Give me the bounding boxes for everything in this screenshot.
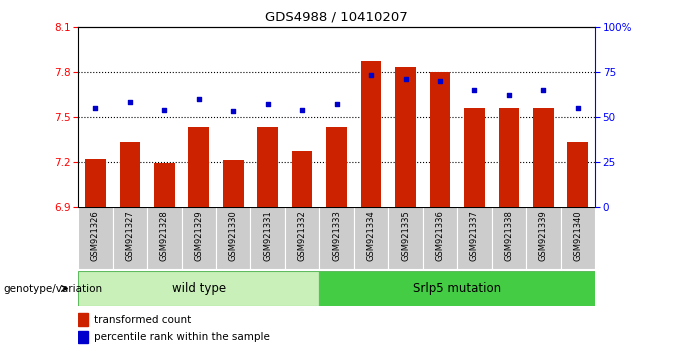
Bar xyxy=(78,271,320,306)
Bar xyxy=(78,331,88,343)
Bar xyxy=(250,207,285,269)
Bar xyxy=(360,61,381,207)
Point xyxy=(400,76,411,82)
Text: GSM921331: GSM921331 xyxy=(263,210,272,261)
Text: GSM921328: GSM921328 xyxy=(160,210,169,261)
Point xyxy=(262,101,273,107)
Point xyxy=(573,105,583,110)
Bar xyxy=(326,127,347,207)
Bar xyxy=(560,207,595,269)
Bar xyxy=(188,127,209,207)
Bar xyxy=(526,207,560,269)
Text: percentile rank within the sample: percentile rank within the sample xyxy=(94,332,269,342)
Point xyxy=(469,87,480,93)
Bar xyxy=(498,108,520,207)
Bar xyxy=(423,207,457,269)
Point xyxy=(296,107,307,113)
Point xyxy=(503,92,514,98)
Text: transformed count: transformed count xyxy=(94,315,191,325)
Text: GSM921327: GSM921327 xyxy=(125,210,135,261)
Text: GSM921336: GSM921336 xyxy=(435,210,445,261)
Bar xyxy=(113,207,147,269)
Text: GSM921333: GSM921333 xyxy=(332,210,341,261)
Bar xyxy=(257,127,278,207)
Text: genotype/variation: genotype/variation xyxy=(3,284,103,293)
Point xyxy=(124,99,135,105)
Bar xyxy=(395,67,416,207)
Bar xyxy=(216,207,250,269)
Bar xyxy=(292,152,313,207)
Text: Srlp5 mutation: Srlp5 mutation xyxy=(413,282,501,295)
Bar xyxy=(85,159,106,207)
Text: GSM921329: GSM921329 xyxy=(194,210,203,261)
Bar xyxy=(223,160,243,207)
Bar xyxy=(285,207,320,269)
Bar xyxy=(154,164,175,207)
Point xyxy=(159,107,170,113)
Point xyxy=(331,101,342,107)
Text: wild type: wild type xyxy=(172,282,226,295)
Bar xyxy=(182,207,216,269)
Bar xyxy=(320,271,595,306)
Point xyxy=(193,96,204,102)
Bar xyxy=(533,108,554,207)
Text: GSM921335: GSM921335 xyxy=(401,210,410,261)
Bar xyxy=(320,207,354,269)
Text: GSM921326: GSM921326 xyxy=(91,210,100,261)
Bar xyxy=(457,207,492,269)
Bar xyxy=(354,207,388,269)
Bar xyxy=(78,313,88,326)
Bar xyxy=(120,142,140,207)
Point xyxy=(366,73,377,78)
Bar xyxy=(78,207,113,269)
Bar xyxy=(147,207,182,269)
Point xyxy=(538,87,549,93)
Text: GSM921340: GSM921340 xyxy=(573,210,582,261)
Bar xyxy=(567,142,588,207)
Point xyxy=(435,78,445,84)
Bar xyxy=(492,207,526,269)
Bar xyxy=(388,207,423,269)
Point xyxy=(228,109,239,114)
Text: GDS4988 / 10410207: GDS4988 / 10410207 xyxy=(265,11,408,24)
Text: GSM921337: GSM921337 xyxy=(470,210,479,261)
Bar xyxy=(430,72,450,207)
Text: GSM921332: GSM921332 xyxy=(298,210,307,261)
Text: GSM921339: GSM921339 xyxy=(539,210,548,261)
Point xyxy=(90,105,101,110)
Text: GSM921334: GSM921334 xyxy=(367,210,375,261)
Bar xyxy=(464,108,485,207)
Text: GSM921330: GSM921330 xyxy=(228,210,238,261)
Text: GSM921338: GSM921338 xyxy=(505,210,513,261)
